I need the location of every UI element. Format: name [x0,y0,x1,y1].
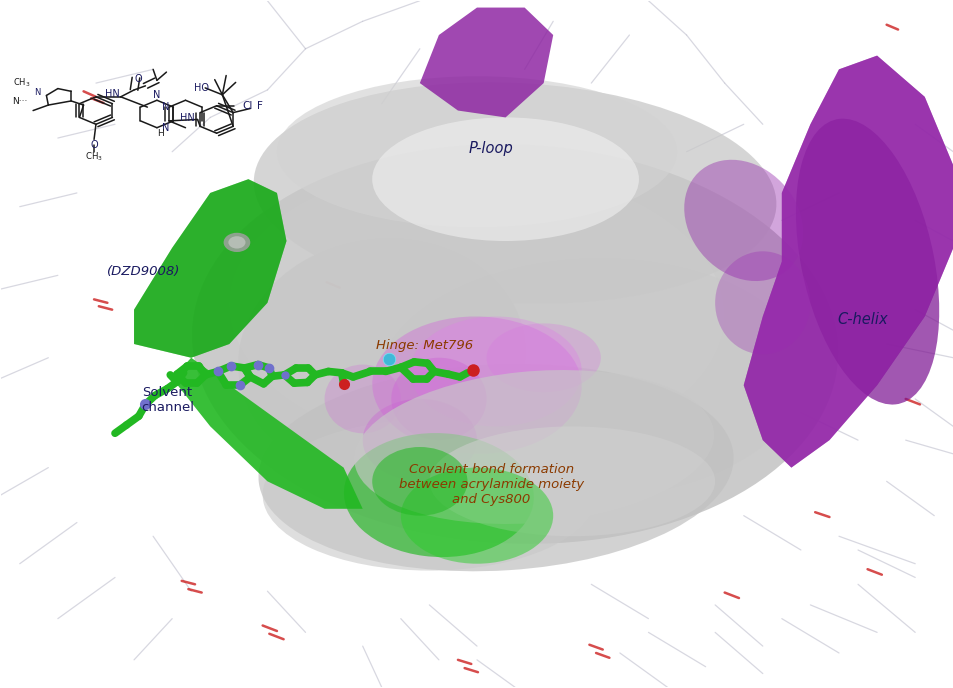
Ellipse shape [354,370,713,524]
Text: Cl: Cl [242,100,252,111]
Ellipse shape [429,427,715,536]
Text: CH$_3$: CH$_3$ [85,150,103,163]
Ellipse shape [410,316,581,427]
Polygon shape [134,179,286,358]
Text: O: O [91,140,98,150]
Text: N: N [162,122,170,133]
Polygon shape [172,358,362,509]
Text: N: N [162,102,170,112]
Text: H: H [156,129,163,138]
Ellipse shape [372,118,639,241]
Ellipse shape [400,468,553,563]
Ellipse shape [715,251,809,354]
Ellipse shape [391,358,486,440]
Ellipse shape [343,433,534,557]
Text: Covalent bond formation
between acrylamide moiety
and Cys800: Covalent bond formation between acrylami… [398,463,583,506]
Ellipse shape [223,233,250,252]
Text: C-helix: C-helix [837,312,887,327]
Ellipse shape [372,447,467,515]
Text: HN: HN [180,113,195,123]
Ellipse shape [238,238,525,477]
Ellipse shape [362,399,476,482]
Text: Hinge: Met796: Hinge: Met796 [375,339,473,352]
Ellipse shape [376,258,804,499]
Polygon shape [419,8,553,118]
Ellipse shape [486,323,600,392]
Text: F: F [256,100,262,111]
Ellipse shape [324,365,400,433]
Text: Solvent
channel: Solvent channel [141,386,193,414]
Text: $\mathdefault{CH_3}$: $\mathdefault{CH_3}$ [13,77,30,89]
Polygon shape [134,179,286,358]
Text: HN: HN [106,89,120,99]
Ellipse shape [228,236,245,248]
Text: N: N [153,89,160,100]
Text: N: N [33,87,40,96]
Polygon shape [743,56,952,468]
Ellipse shape [253,83,776,303]
Ellipse shape [276,76,677,227]
Text: O: O [134,74,142,84]
Ellipse shape [372,316,581,454]
Ellipse shape [683,160,802,281]
Text: HO: HO [193,83,209,93]
Polygon shape [743,56,952,468]
Text: P-loop: P-loop [469,141,513,155]
Ellipse shape [262,420,596,570]
Ellipse shape [258,364,733,571]
Ellipse shape [795,118,939,405]
Ellipse shape [192,144,838,544]
Text: (DZD9008): (DZD9008) [107,266,180,279]
Ellipse shape [230,165,723,454]
Text: N···: N··· [12,97,28,106]
